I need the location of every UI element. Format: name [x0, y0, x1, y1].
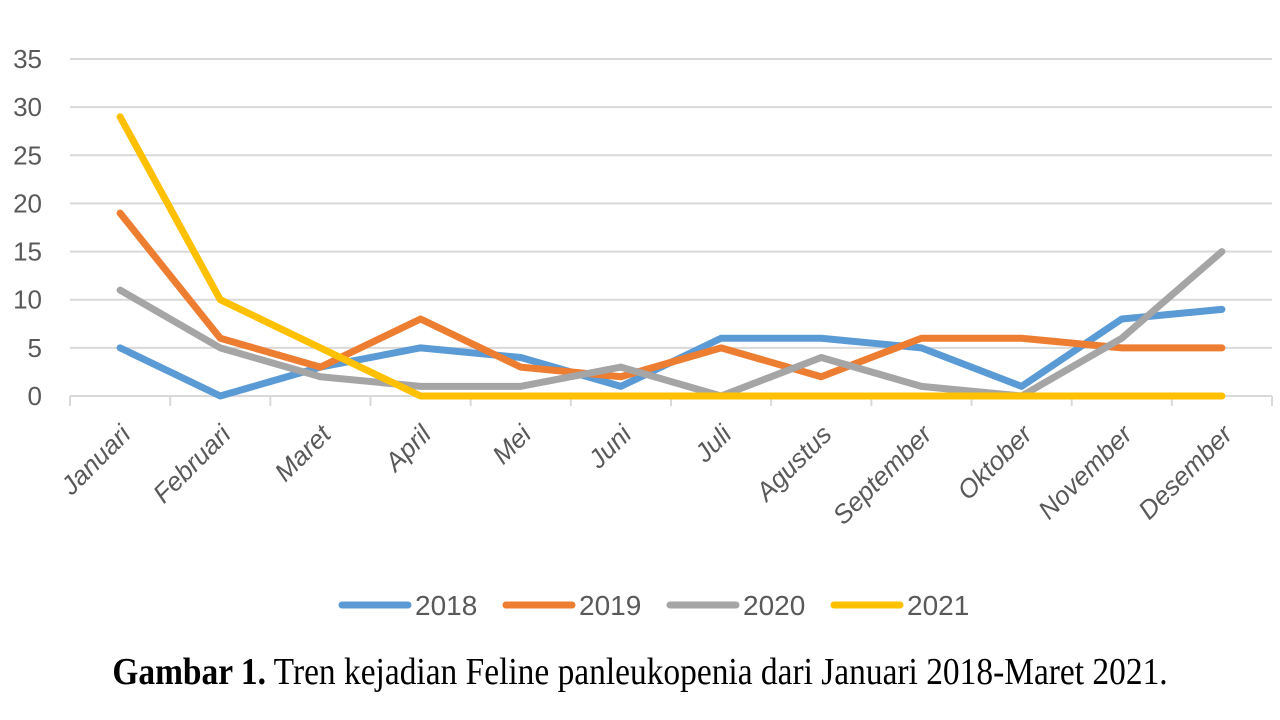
- caption-text: Tren kejadian Feline panleukopenia dari …: [265, 651, 1168, 693]
- figure-caption: Gambar 1. Tren kejadian Feline panleukop…: [77, 650, 1203, 694]
- x-tick-label: Januari: [54, 418, 137, 501]
- x-tick-label: November: [1032, 418, 1139, 525]
- caption-label: Gambar 1.: [112, 651, 266, 693]
- x-tick-label: Juni: [582, 418, 639, 475]
- legend-label: 2021: [907, 590, 969, 621]
- x-tick-label: Oktober: [951, 418, 1039, 506]
- y-tick-label: 10: [13, 285, 42, 315]
- y-tick-label: 5: [28, 333, 42, 363]
- x-tick-label: Desember: [1132, 418, 1239, 525]
- x-axis-ticks: Januari Februari Maret April Mei Juni Juli Agus…: [54, 418, 1239, 530]
- y-tick-label: 35: [13, 44, 42, 74]
- y-tick-label: 30: [13, 92, 42, 122]
- chart-svg: 0 5 10 15 20 25 30 35 Januari Februari Maret April…: [13, 44, 1273, 621]
- x-tick-label: Juli: [688, 418, 738, 468]
- x-tick-label: Mei: [486, 418, 538, 470]
- series-line-2020: [116, 248, 1226, 400]
- x-tick-label: Maret: [268, 418, 337, 487]
- legend-label: 2020: [743, 590, 805, 621]
- y-tick-label: 15: [13, 237, 42, 267]
- x-tick-label: April: [377, 418, 437, 478]
- y-tick-label: 0: [28, 381, 42, 411]
- y-tick-label: 25: [13, 140, 42, 170]
- legend-label: 2019: [579, 590, 641, 621]
- series-line-2021: [116, 113, 1226, 400]
- line-chart: 0 5 10 15 20 25 30 35 Januari Februari Maret April…: [13, 44, 1273, 621]
- y-axis-ticks: 0 5 10 15 20 25 30 35: [13, 44, 42, 411]
- legend-label: 2018: [415, 590, 477, 621]
- x-tick-label: Agustus: [748, 419, 837, 508]
- y-tick-label: 20: [13, 188, 42, 218]
- series-lines: [116, 113, 1226, 400]
- x-tick-label: Februari: [147, 418, 238, 509]
- legend: 2018 2019 2020 2021: [338, 590, 969, 621]
- series-line-2019: [116, 209, 1226, 381]
- grid-lines: [70, 58, 1272, 349]
- x-tick-label: September: [827, 418, 939, 530]
